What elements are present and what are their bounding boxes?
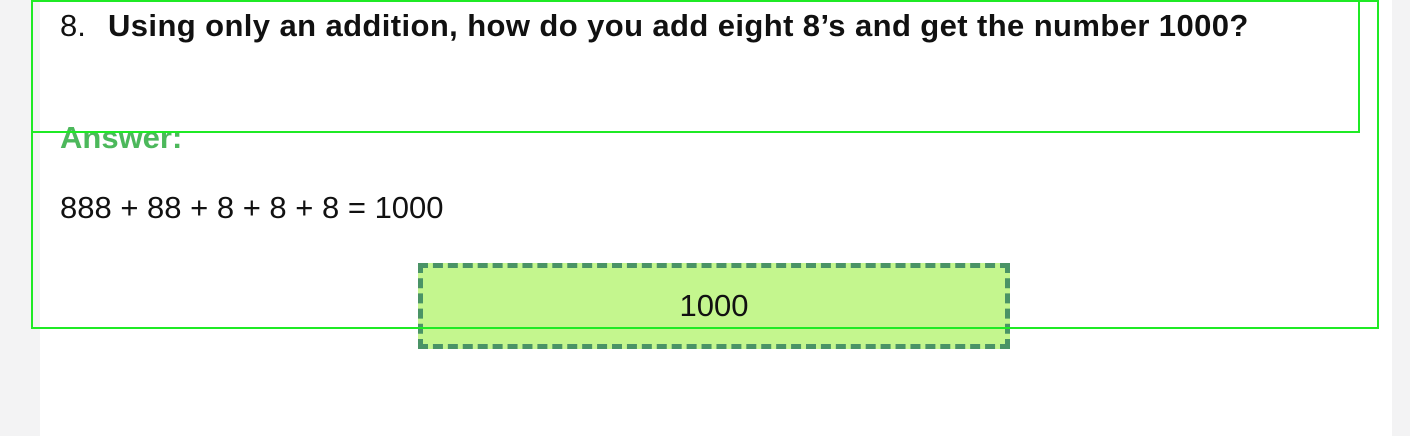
result-highlight-box: 1000: [418, 263, 1010, 349]
question-number: 8.: [60, 8, 86, 43]
content-card: [40, 0, 1392, 436]
answer-label: Answer:: [60, 120, 183, 155]
answer-equation: 888 + 88 + 8 + 8 + 8 = 1000: [60, 190, 444, 225]
question-text: Using only an addition, how do you add e…: [108, 8, 1249, 43]
question-heading: 8. Using only an addition, how do you ad…: [60, 6, 1320, 46]
result-value: 1000: [679, 288, 749, 323]
